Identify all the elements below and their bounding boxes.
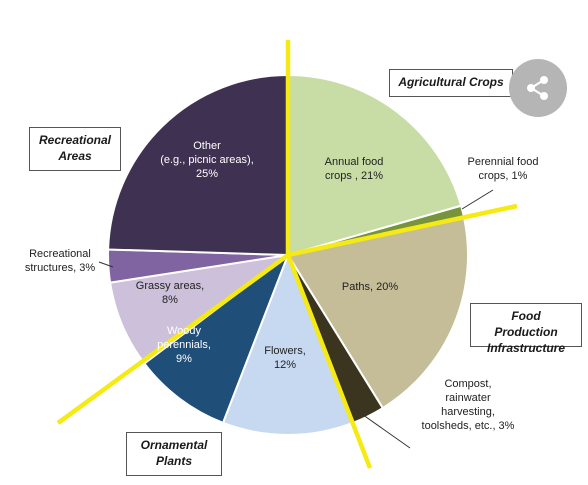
group-label-line: Recreational (38, 133, 112, 147)
pie-slice (286, 215, 469, 410)
leader-line (461, 189, 494, 210)
slice-label: 12% (274, 359, 296, 371)
leader-lines (98, 189, 494, 449)
slice-label: Other (193, 140, 221, 152)
slice-label: perennials, (157, 339, 211, 351)
slice-label: (e.g., picnic areas), (160, 154, 254, 166)
group-divider-line (56, 253, 290, 425)
group-label-line: Plants (155, 454, 192, 468)
slice-label: Recreational (29, 248, 91, 260)
slice-label: Grassy areas, (136, 280, 204, 292)
pie-slice (107, 73, 289, 257)
leader-line (348, 404, 411, 449)
pie-slice (142, 252, 291, 425)
group-label-line: Ornamental (140, 438, 208, 452)
slice-label: 9% (176, 353, 192, 365)
slice-label: harvesting, (441, 406, 495, 418)
group-label-line: Infrastructure (486, 341, 566, 355)
slice-labels: Annual food crops , 21% Perennial food crop… (25, 140, 539, 432)
slice-label: structures, 3% (25, 262, 96, 274)
group-divider-line (285, 254, 373, 469)
group-label-line: Food Production (494, 309, 558, 339)
pie-slices (107, 73, 469, 437)
group-label-agricultural-crops: Agricultural Crops (389, 69, 513, 97)
slice-label: Compost, (444, 378, 491, 390)
share-button[interactable] (509, 59, 567, 117)
share-icon (527, 76, 548, 100)
slice-label: Paths, 20% (342, 281, 398, 293)
leader-line (98, 261, 114, 268)
slice-label: 8% (162, 294, 178, 306)
group-label-line: Areas (58, 149, 92, 163)
pie-slice (221, 252, 355, 437)
group-dividers (56, 40, 518, 469)
slice-label: Woody (167, 325, 202, 337)
group-label-recreational-areas: Recreational Areas (29, 127, 121, 171)
slice-label: Flowers, (264, 345, 306, 357)
group-label-line: Agricultural Crops (398, 75, 504, 89)
pie-slice (287, 73, 463, 257)
group-label-ornamental-plants: Ornamental Plants (126, 432, 222, 476)
group-divider-line (287, 203, 518, 258)
group-label-food-production-infrastructure: Food Production Infrastructure (470, 303, 582, 355)
slice-label: Annual food (325, 156, 384, 168)
slice-label: rainwater (445, 392, 491, 404)
slice-label: crops, 1% (479, 170, 528, 182)
slice-label: Perennial food (468, 156, 539, 168)
slice-label: toolsheds, etc., 3% (422, 420, 515, 432)
slice-label: crops , 21% (325, 170, 383, 182)
slice-label: 25% (196, 168, 218, 180)
